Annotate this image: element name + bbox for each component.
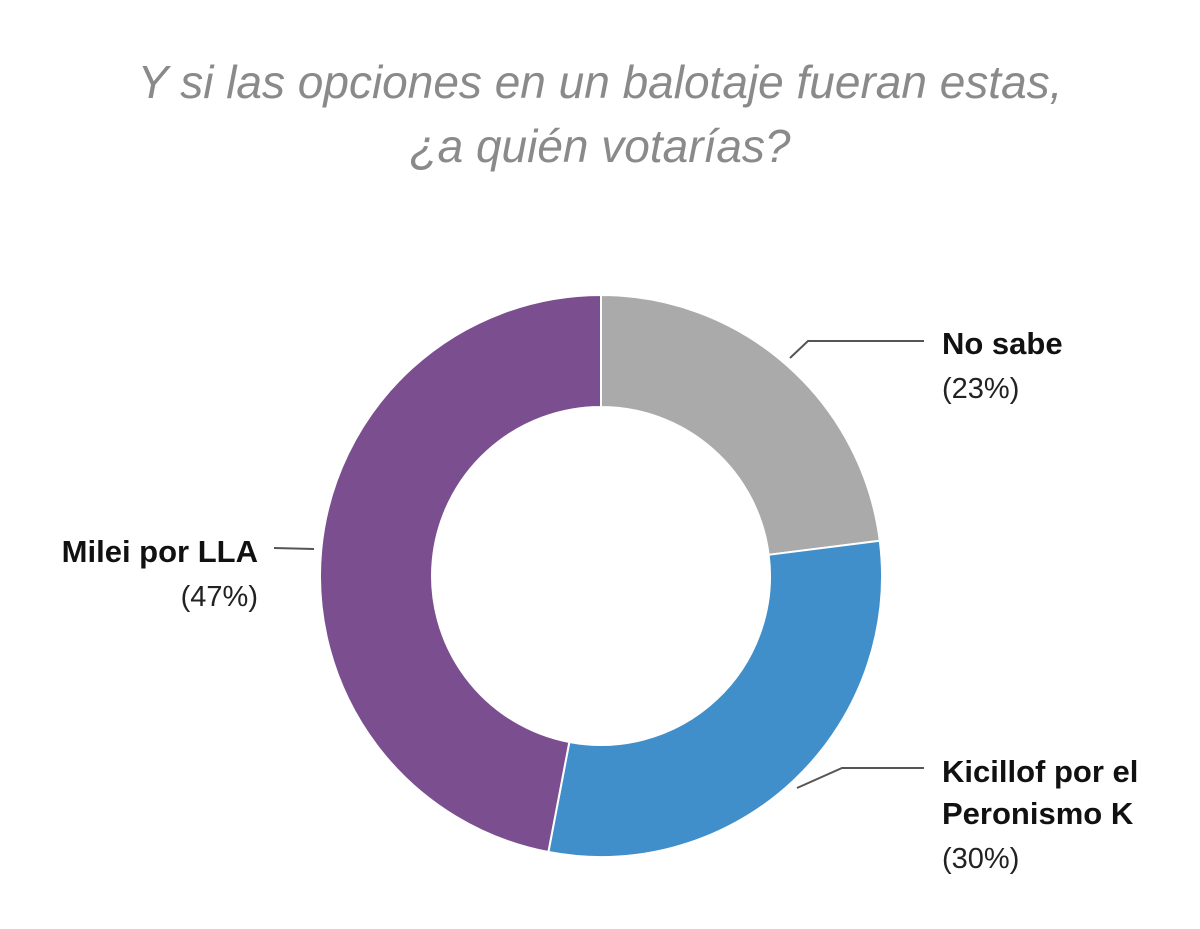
chart-title: Y si las opciones en un balotaje fueran … [0,50,1200,178]
slice-label-1: Kicillof por el Peronismo K (30%) [942,754,1138,875]
slice-labels: No sabe (23%) Kicillof por el Peronismo K (3… [62,326,1139,875]
slice-label-name-2-0: Milei por LLA [62,534,258,569]
slice-label-2: Milei por LLA (47%) [62,534,258,613]
slice-label-value-2: (47%) [181,581,258,613]
slice-label-0: No sabe (23%) [942,326,1063,405]
donut-slices [319,293,883,858]
slice-label-name-1-0: Kicillof por el [942,754,1138,789]
leader-line-2 [273,547,315,550]
leader-line-1 [796,767,924,789]
chart-title-line-1: Y si las opciones en un balotaje fueran … [137,56,1063,108]
slice-label-value-1: (30%) [942,843,1019,875]
slice-label-value-0: (23%) [942,373,1019,405]
leader-line-0 [789,340,924,359]
chart-title-line-2: ¿a quién votarías? [409,120,791,172]
slice-label-name-0-0: No sabe [942,326,1063,361]
donut-slice-1 [547,539,883,858]
label-leader-lines [273,340,924,789]
donut-slice-0 [600,293,881,556]
donut-slice-2 [319,293,602,854]
slice-label-name-1-1: Peronismo K [942,796,1134,831]
